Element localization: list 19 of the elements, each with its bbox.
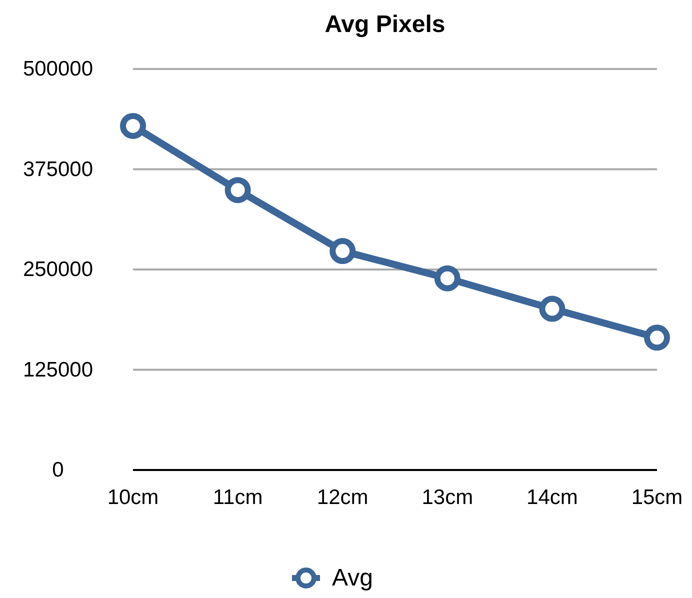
point [644,324,670,351]
y-tick-label: 375000 [22,158,94,181]
chart-title: Avg Pixels [324,11,446,38]
x-tick-label: 15cm [631,486,683,509]
point [224,177,251,204]
y-tick-label: 500000 [22,58,94,80]
x-tick-label: 10cm [107,486,159,509]
x-tick-label: 11cm [212,486,263,509]
x-tick-label: 13cm [422,486,474,509]
point [539,296,566,322]
y-tick-label: 125000 [22,358,94,382]
x-tick-label: 14cm [526,486,578,509]
point [434,265,460,292]
point [120,112,146,139]
point [330,238,356,264]
y-tick-label: 0 [52,458,64,482]
x-tick-label: 12cm [316,486,368,509]
y-tick-label: 250000 [22,258,94,281]
legend-label: Avg [332,564,373,592]
